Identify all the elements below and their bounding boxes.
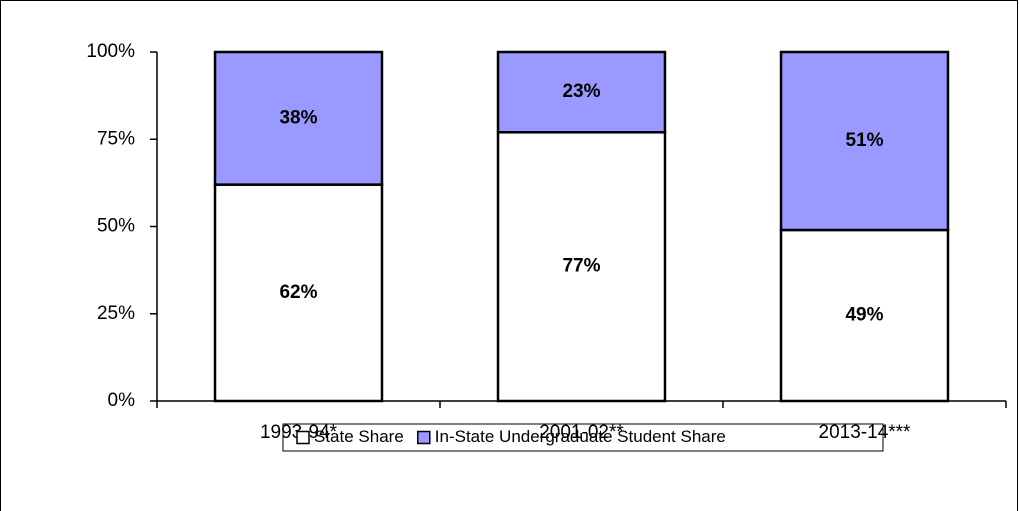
legend-swatch: [296, 430, 310, 445]
legend-swatch: [417, 430, 431, 445]
data-label: 62%: [279, 282, 317, 303]
y-tick-label: 25%: [97, 303, 135, 324]
data-label: 23%: [562, 81, 600, 102]
data-label: 38%: [279, 107, 317, 128]
bar-segment: [213, 50, 384, 186]
y-tick-label: 100%: [86, 41, 135, 62]
bar-segment: [779, 50, 950, 232]
bar-segment: [213, 183, 384, 403]
x-tick-label: 2013-14***: [819, 422, 912, 443]
data-label: 49%: [845, 305, 883, 326]
bar-segment: [496, 50, 667, 134]
y-tick-label: 0%: [108, 390, 136, 411]
legend-label: In-State Undergraduate Student Share: [435, 427, 726, 446]
legend-box: [282, 423, 884, 452]
y-tick-label: 75%: [97, 128, 135, 149]
data-label: 77%: [562, 256, 600, 277]
bar-segment: [496, 131, 667, 403]
data-label: 51%: [845, 130, 883, 151]
x-tick-label: 2001-02**: [539, 422, 624, 443]
y-tick-label: 50%: [97, 216, 135, 237]
legend-label: State Share: [314, 427, 404, 446]
bar-segment: [779, 228, 950, 403]
